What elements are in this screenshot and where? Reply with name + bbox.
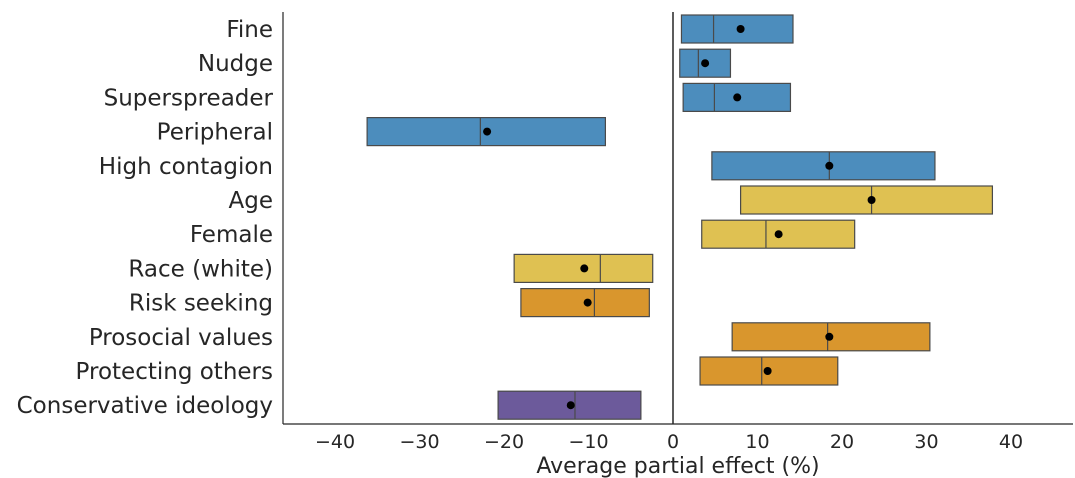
mean-point-9 [825, 332, 834, 341]
mean-point-10 [763, 367, 772, 375]
bars-layer [366, 14, 994, 420]
y-tick-label-10: Protecting others [76, 359, 273, 385]
mean-point-6 [774, 230, 783, 239]
x-tick-label-5: 10 [745, 431, 769, 453]
y-tick-label-11: Conservative ideology [17, 393, 273, 419]
x-tick-label-6: 20 [830, 431, 854, 453]
mean-point-2 [733, 93, 742, 102]
y-tick-label-8: Risk seeking [129, 291, 273, 317]
mean-point-11 [566, 401, 575, 410]
x-tick-labels: −40 −30 −20 −10 0 10 20 30 40 [315, 431, 1023, 453]
x-tick-label-1: −30 [399, 431, 439, 453]
mean-point-1 [701, 59, 710, 68]
mean-point-0 [736, 25, 745, 33]
y-tick-labels: Fine Nudge Superspreader Peripheral High con… [17, 17, 274, 419]
x-axis-label: Average partial effect (%) [536, 454, 819, 478]
bar-4 [711, 151, 936, 181]
x-tick-label-7: 30 [914, 431, 938, 453]
mean-point-8 [583, 298, 592, 307]
y-tick-label-4: High contagion [99, 154, 273, 180]
x-tick-label-3: −10 [568, 431, 608, 453]
y-tick-label-9: Prosocial values [89, 325, 273, 351]
y-tick-label-7: Race (white) [128, 256, 273, 282]
y-tick-label-2: Superspreader [104, 85, 274, 111]
mean-point-3 [483, 127, 492, 136]
x-tick-label-8: 40 [999, 431, 1023, 453]
y-tick-label-5: Age [229, 188, 273, 214]
mean-point-5 [867, 196, 876, 204]
mean-point-4 [825, 161, 834, 170]
y-tick-label-6: Female [190, 222, 273, 248]
x-tick-label-0: −40 [315, 431, 355, 453]
y-tick-label-1: Nudge [198, 51, 273, 77]
y-tick-label-0: Fine [226, 17, 273, 43]
x-tick-label-4: 0 [667, 431, 679, 453]
x-tick-label-2: −20 [484, 431, 524, 453]
y-tick-label-3: Peripheral [157, 120, 273, 146]
mean-point-7 [580, 264, 589, 273]
bar-5 [739, 185, 994, 215]
